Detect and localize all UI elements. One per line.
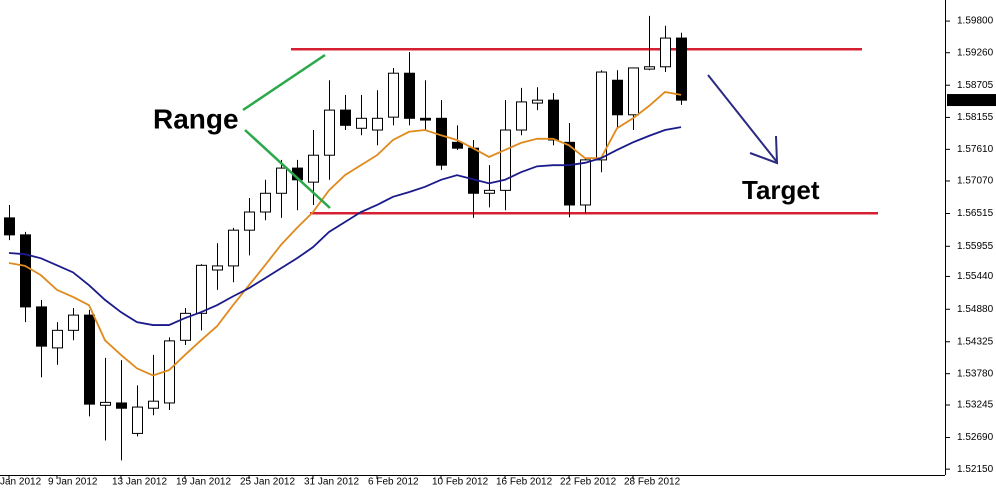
y-tick-label: 1.57610: [957, 144, 994, 155]
candle-body: [532, 99, 543, 104]
range-pointer-line: [244, 129, 331, 209]
candle-body: [660, 37, 671, 68]
candle-body: [212, 265, 223, 271]
candle-body: [548, 99, 559, 141]
candle-body: [196, 264, 207, 314]
range-annotation: Range: [153, 103, 239, 134]
candle-body: [500, 129, 511, 191]
candle-body: [436, 117, 447, 166]
candle-body: [564, 141, 575, 206]
candle-body: [180, 312, 191, 341]
x-tick-label: 19 Jan 2012: [176, 477, 231, 488]
x-tick-label: 16 Feb 2012: [496, 477, 553, 488]
candle-body: [308, 154, 319, 183]
y-tick-label: 1.55955: [957, 241, 994, 252]
candle-body: [372, 117, 383, 131]
candle-body: [20, 234, 31, 308]
x-tick-label: 9 Jan 2012: [48, 477, 98, 488]
candle-body: [340, 109, 351, 126]
x-tick-label: 6 Feb 2012: [368, 477, 419, 488]
candle-body: [628, 67, 639, 116]
y-tick-label: 1.59800: [957, 16, 994, 27]
candle-body: [516, 101, 527, 131]
candle-body: [68, 314, 79, 331]
target-annotation: Target: [742, 175, 820, 205]
candle-body: [404, 72, 415, 119]
x-tick-label: 31 Jan 2012: [304, 477, 359, 488]
candle-body: [596, 71, 607, 161]
y-tick-label: 1.55440: [957, 271, 994, 282]
x-tick-label: 13 Jan 2012: [112, 477, 167, 488]
candle-body: [132, 406, 143, 434]
range-pointer-line: [242, 53, 326, 112]
candle-body: [36, 306, 47, 347]
candle-body: [228, 229, 239, 267]
plot-area: [4, 15, 878, 461]
candle-body: [4, 217, 15, 236]
candle-body: [52, 329, 63, 349]
candle-body: [324, 109, 335, 156]
y-tick-label: 1.54325: [957, 336, 994, 347]
candle-body: [468, 147, 479, 194]
target-arrow-head: [749, 135, 779, 165]
candle-body: [100, 401, 111, 406]
y-tick-label: 1.56515: [957, 208, 994, 219]
y-tick-label: 1.52150: [957, 464, 994, 475]
target-arrow: [707, 74, 778, 163]
y-tick-label: 1.58155: [957, 112, 994, 123]
y-tick-label: 1.58705: [957, 80, 994, 91]
current-price-box: [947, 94, 996, 107]
candle-body: [484, 189, 495, 194]
x-tick-label: 10 Feb 2012: [432, 477, 489, 488]
y-tick-label: 1.57070: [957, 176, 994, 187]
y-tick-label: 1.54880: [957, 304, 994, 315]
x-tick-label: 28 Feb 2012: [624, 477, 681, 488]
x-tick-label: 22 Feb 2012: [560, 477, 617, 488]
candle-body: [420, 117, 431, 121]
candle-body: [388, 72, 399, 118]
candle-body: [356, 117, 367, 129]
y-tick-label: 1.52690: [957, 432, 994, 443]
y-tick-label: 1.53780: [957, 368, 994, 379]
current-price-label: 1.58452: [957, 95, 994, 106]
candle-body: [244, 211, 255, 231]
candle-body: [676, 37, 687, 101]
moving-average-line: [8, 90, 682, 377]
candle-body: [260, 192, 271, 213]
candle-body: [276, 167, 287, 194]
candle-body: [580, 159, 591, 206]
candle-body: [644, 66, 655, 70]
x-tick-label: Jan 2012: [0, 477, 42, 488]
candle-body: [612, 79, 623, 116]
moving-average-line: [8, 126, 682, 326]
candle-body: [148, 400, 159, 409]
candle-body: [84, 314, 95, 405]
x-tick-label: 25 Jan 2012: [240, 477, 295, 488]
y-tick-label: 1.53245: [957, 400, 994, 411]
candle-body: [452, 141, 463, 149]
candle-body: [116, 402, 127, 409]
y-tick-label: 1.59260: [957, 47, 994, 58]
